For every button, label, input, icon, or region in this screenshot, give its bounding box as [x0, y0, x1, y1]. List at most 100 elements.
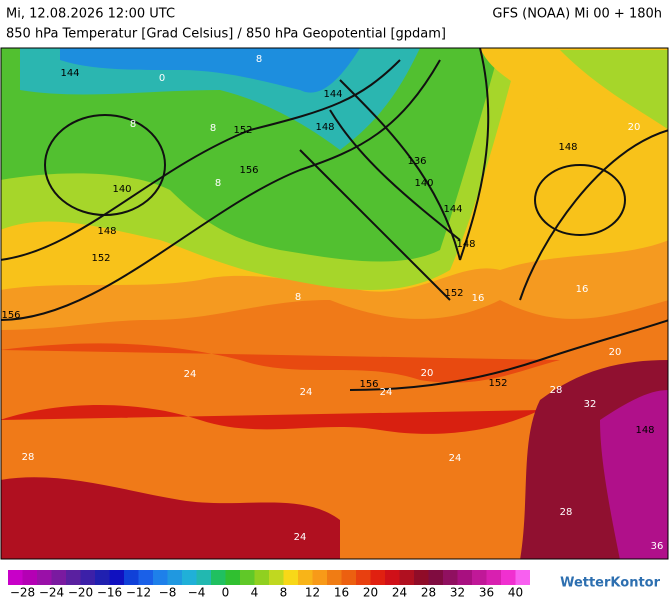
- legend-swatch: [414, 570, 429, 585]
- legend-tick-label: −24: [39, 586, 64, 600]
- temperature-label: 20: [609, 347, 622, 358]
- temperature-label: 8: [215, 178, 221, 189]
- legend-swatch: [80, 570, 95, 585]
- temperature-label: 20: [421, 368, 434, 379]
- geopotential-label: 152: [91, 253, 110, 264]
- legend-swatch: [385, 570, 400, 585]
- legend-tick-label: 40: [508, 586, 523, 600]
- temperature-label: 8: [210, 123, 216, 134]
- legend-swatch: [22, 570, 37, 585]
- legend-swatch: [341, 570, 356, 585]
- legend-swatch: [109, 570, 124, 585]
- temperature-label: 24: [184, 369, 197, 380]
- legend-swatch: [211, 570, 226, 585]
- legend-swatch: [312, 570, 327, 585]
- temperature-label: 28: [22, 452, 35, 463]
- legend-swatch: [8, 570, 23, 585]
- temperature-label: 24: [380, 387, 393, 398]
- legend-swatch: [254, 570, 269, 585]
- legend-swatch: [269, 570, 284, 585]
- legend-tick-label: 36: [479, 586, 494, 600]
- temperature-label: 36: [651, 541, 664, 552]
- legend-swatch: [95, 570, 110, 585]
- legend-tick-label: −16: [97, 586, 122, 600]
- legend-swatch: [486, 570, 501, 585]
- legend-tick-label: −12: [126, 586, 151, 600]
- legend-swatch: [182, 570, 197, 585]
- legend-swatch: [225, 570, 240, 585]
- header-left: Mi, 12.08.2026 12:00 UTC: [6, 7, 175, 22]
- geopotential-label: 152: [488, 378, 507, 389]
- geopotential-label: 152: [444, 288, 463, 299]
- legend-swatch: [356, 570, 371, 585]
- geopotential-label: 136: [407, 156, 426, 167]
- geopotential-label: 144: [60, 68, 79, 79]
- legend-tick-label: 0: [222, 586, 230, 600]
- legend-tick-label: −8: [159, 586, 177, 600]
- geopotential-label: 148: [315, 122, 334, 133]
- legend-swatch: [457, 570, 472, 585]
- logo: WetterKontor: [560, 576, 661, 591]
- legend-swatch: [472, 570, 487, 585]
- legend-tick-label: 8: [280, 586, 288, 600]
- legend-swatch: [124, 570, 139, 585]
- legend-swatch: [370, 570, 385, 585]
- geopotential-label: 140: [414, 178, 433, 189]
- temperature-label: 16: [472, 293, 485, 304]
- legend-swatch: [443, 570, 458, 585]
- header-right: GFS (NOAA) Mi 00 + 180h: [492, 7, 662, 22]
- legend-tick-label: −20: [68, 586, 93, 600]
- geopotential-label: 152: [233, 125, 252, 136]
- header-subtitle: 850 hPa Temperatur [Grad Celsius] / 850 …: [6, 27, 446, 42]
- geopotential-label: 148: [456, 239, 475, 250]
- geopotential-label: 148: [558, 142, 577, 153]
- legend-swatch: [428, 570, 443, 585]
- temperature-label: 8: [295, 292, 301, 303]
- legend-swatch: [283, 570, 298, 585]
- temperature-label: 24: [294, 532, 307, 543]
- legend-swatch: [66, 570, 81, 585]
- temperature-label: 20: [628, 122, 641, 133]
- legend-tick-label: 32: [450, 586, 465, 600]
- legend-swatch: [37, 570, 52, 585]
- temperature-label: 28: [550, 385, 563, 396]
- legend-swatch: [399, 570, 414, 585]
- legend-swatch: [153, 570, 168, 585]
- temperature-label: 8: [256, 54, 262, 65]
- legend-tick-label: 4: [251, 586, 259, 600]
- legend-swatch: [298, 570, 313, 585]
- legend-swatch: [515, 570, 530, 585]
- legend-tick-label: 20: [363, 586, 378, 600]
- legend-tick-label: 16: [334, 586, 349, 600]
- legend-swatch: [327, 570, 342, 585]
- geopotential-label: 156: [239, 165, 258, 176]
- temperature-label: 24: [300, 387, 313, 398]
- temperature-label: 16: [576, 284, 589, 295]
- legend-swatch: [501, 570, 516, 585]
- legend-swatch: [51, 570, 66, 585]
- map: [1, 48, 668, 559]
- legend-tick-label: −4: [188, 586, 206, 600]
- legend-swatch: [240, 570, 255, 585]
- geopotential-label: 156: [1, 310, 20, 321]
- geopotential-label: 148: [97, 226, 116, 237]
- legend-swatch: [167, 570, 182, 585]
- temperature-label: 28: [560, 507, 573, 518]
- legend-swatch: [196, 570, 211, 585]
- temperature-label: 0: [159, 73, 165, 84]
- geopotential-label: 140: [112, 184, 131, 195]
- legend-tick-label: 12: [305, 586, 320, 600]
- temperature-label: 24: [449, 453, 462, 464]
- legend-tick-label: −28: [10, 586, 35, 600]
- geopotential-label: 144: [323, 89, 342, 100]
- temperature-label: 8: [130, 119, 136, 130]
- map-frame: [0, 47, 669, 560]
- geopotential-label: 156: [359, 379, 378, 390]
- geopotential-label: 148: [635, 425, 654, 436]
- legend-tick-label: 28: [421, 586, 436, 600]
- legend-swatch: [138, 570, 153, 585]
- temperature-label: 32: [584, 399, 597, 410]
- geopotential-label: 144: [443, 204, 462, 215]
